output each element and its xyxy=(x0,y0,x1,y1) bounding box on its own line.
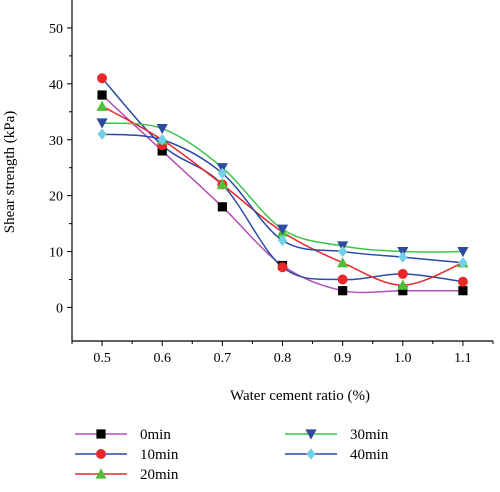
legend: 0min 10min 20min 30min 40min xyxy=(75,427,389,483)
data-point xyxy=(338,245,348,258)
series-lines xyxy=(101,77,464,294)
x-tick-label: 0.5 xyxy=(93,351,111,366)
data-point xyxy=(156,123,168,135)
data-point xyxy=(397,268,408,279)
x-tick-label: 0.6 xyxy=(153,351,171,366)
legend-label: 30min xyxy=(350,427,389,443)
data-point xyxy=(457,246,469,258)
legend-label: 40min xyxy=(350,447,389,463)
legend-label: 20min xyxy=(140,467,179,483)
data-point xyxy=(398,251,408,263)
data-point xyxy=(217,202,227,212)
data-point xyxy=(157,146,167,156)
legend-marker xyxy=(306,448,316,460)
data-point xyxy=(397,279,409,290)
data-point xyxy=(157,134,167,146)
x-axis-label: Water cement ratio (%) xyxy=(230,388,370,404)
data-point xyxy=(97,90,107,100)
data-point xyxy=(458,257,468,269)
axes: 0 10 20 30 40 50 0.5 0.6 0.7 0.8 0.9 1.0 1.1 xyxy=(49,0,494,366)
x-tick-label: 0.9 xyxy=(334,351,352,366)
data-point xyxy=(337,257,349,268)
data-point xyxy=(276,224,289,235)
y-axis-label: Shear strength (kPa) xyxy=(2,111,18,233)
data-point xyxy=(96,100,108,111)
y-tick-label: 20 xyxy=(49,190,63,205)
series-markers xyxy=(96,73,469,296)
x-tick-label: 1.1 xyxy=(454,351,472,366)
data-point xyxy=(97,73,108,84)
y-tick-label: 10 xyxy=(49,246,63,261)
y-tick-label: 40 xyxy=(49,78,63,93)
data-point xyxy=(96,118,108,129)
data-point xyxy=(338,286,348,296)
y-tick-label: 0 xyxy=(56,301,63,316)
data-point xyxy=(217,167,227,179)
x-tick-label: 0.7 xyxy=(214,351,232,366)
data-point xyxy=(398,286,408,296)
legend-label: 10min xyxy=(140,447,179,463)
data-point xyxy=(97,128,107,140)
x-tick-label: 0.8 xyxy=(274,351,292,366)
legend-label: 0min xyxy=(140,427,171,443)
legend-marker xyxy=(95,468,107,479)
legend-marker xyxy=(96,429,106,439)
data-point xyxy=(277,234,288,246)
x-tick-label: 1.0 xyxy=(394,351,412,366)
data-point xyxy=(458,286,468,296)
y-tick-label: 50 xyxy=(49,22,63,37)
data-point xyxy=(337,274,348,285)
data-point xyxy=(457,276,468,287)
data-point xyxy=(216,178,228,190)
y-tick-label: 30 xyxy=(49,134,63,149)
legend-marker xyxy=(305,429,317,440)
legend-marker xyxy=(96,449,106,459)
data-point xyxy=(277,262,288,273)
